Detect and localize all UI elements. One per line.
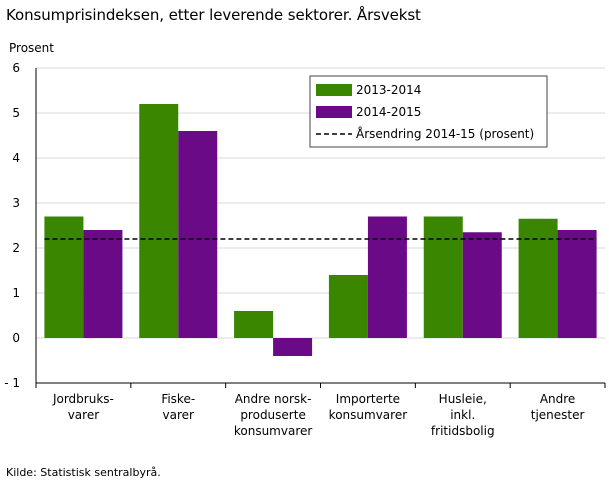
- y-axis-label: Prosent: [9, 41, 54, 55]
- legend-swatch: [316, 84, 352, 96]
- bar-2014-2015-5: [557, 230, 597, 338]
- bar-2014-2015-1: [178, 131, 218, 338]
- bar-2014-2015-4: [462, 232, 502, 338]
- y-tick-label: 6: [12, 61, 20, 75]
- legend-label: 2014-2015: [356, 105, 421, 119]
- y-tick-label: - 1: [4, 376, 20, 390]
- source-note: Kilde: Statistisk sentralbyrå.: [6, 466, 161, 479]
- x-tick-label: inkl.: [450, 408, 475, 422]
- bar-2013-2014-1: [139, 104, 179, 338]
- x-tick-label: varer: [68, 408, 100, 422]
- bar-2013-2014-4: [423, 216, 463, 338]
- y-tick-label: 3: [12, 196, 20, 210]
- bar-2014-2015-2: [273, 338, 313, 356]
- x-tick-label: Importerte: [336, 392, 400, 406]
- x-tick-label: tjenester: [531, 408, 585, 422]
- x-tick-label: produserte: [240, 408, 306, 422]
- chart-title: Konsumprisindeksen, etter leverende sekt…: [6, 6, 421, 24]
- bar-2013-2014-2: [234, 311, 274, 338]
- bar-2013-2014-3: [328, 275, 368, 338]
- bar-2013-2014-0: [44, 216, 84, 338]
- x-tick-label: varer: [163, 408, 195, 422]
- legend-label: Årsendring 2014-15 (prosent): [356, 126, 534, 141]
- legend-label: 2013-2014: [356, 83, 421, 97]
- bar-2014-2015-3: [367, 216, 407, 338]
- y-tick-label: 2: [12, 241, 20, 255]
- y-tick-label: 4: [12, 151, 20, 165]
- legend-swatch: [316, 106, 352, 118]
- x-tick-label: Fiske-: [161, 392, 195, 406]
- bar-2014-2015-0: [83, 230, 123, 338]
- y-tick-label: 0: [12, 331, 20, 345]
- y-tick-label: 5: [12, 106, 20, 120]
- y-tick-label: 1: [12, 286, 20, 300]
- legend: 2013-2014 2014-2015 Årsendring 2014-15 (pr…: [309, 75, 548, 148]
- x-tick-label: Husleie,: [439, 392, 487, 406]
- x-tick-label: Andre: [540, 392, 575, 406]
- x-tick-label: Andre norsk-: [235, 392, 312, 406]
- x-tick-label: konsumvarer: [329, 408, 408, 422]
- x-tick-label: Jordbruks-: [52, 392, 114, 406]
- x-tick-label: konsumvarer: [234, 424, 313, 438]
- bar-2013-2014-5: [518, 218, 558, 338]
- x-tick-label: fritidsbolig: [431, 424, 495, 438]
